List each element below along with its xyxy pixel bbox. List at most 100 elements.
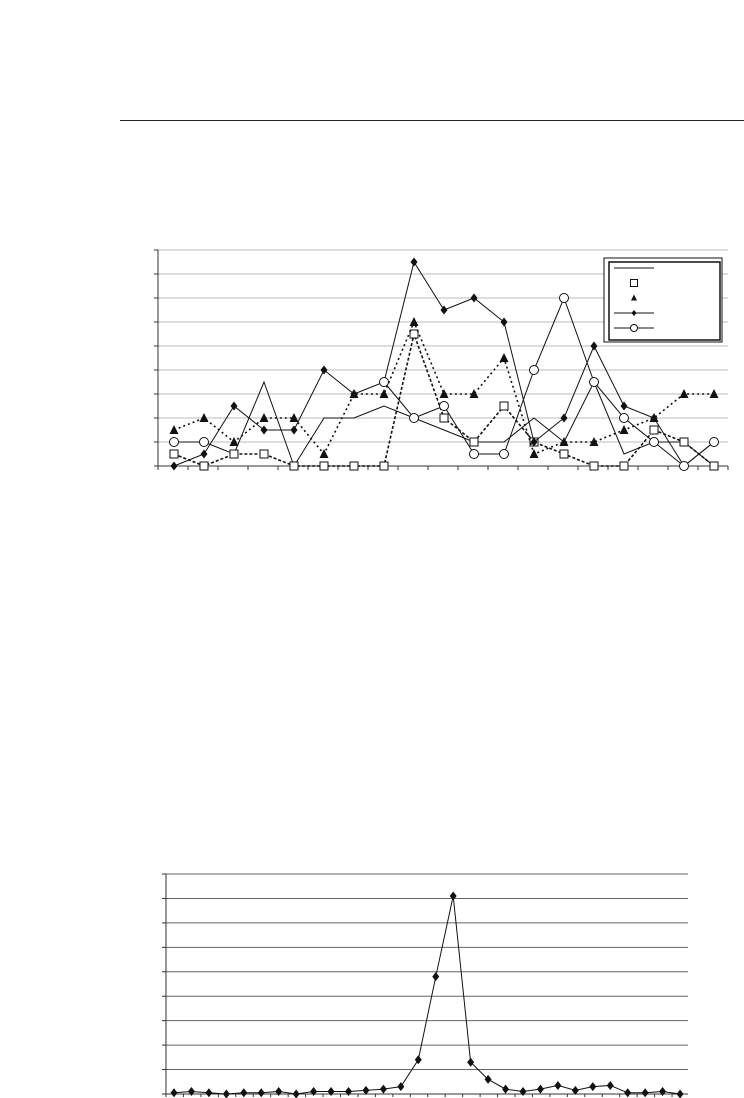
chart-1-series-3-point bbox=[259, 413, 269, 422]
chart-1-series-5-line bbox=[383, 296, 715, 467]
chart-1-series-4-point bbox=[620, 401, 628, 411]
chart-1-legend bbox=[603, 257, 723, 343]
chart-1-series-2-point bbox=[589, 461, 599, 471]
chart-1-series-2 bbox=[169, 329, 719, 471]
chart-1-series-4-point bbox=[200, 449, 208, 459]
chart-1-series-5-point bbox=[439, 401, 449, 411]
chart-1-series-5 bbox=[169, 293, 719, 471]
chart-1-series-3 bbox=[169, 317, 719, 458]
chart-1-series-5-point bbox=[559, 293, 569, 303]
chart-1-axes bbox=[154, 249, 729, 470]
chart-1-series-2-point bbox=[199, 461, 209, 471]
chart-1-legend-item-2 bbox=[614, 279, 654, 287]
chart-1-series-5-point bbox=[619, 413, 629, 423]
chart-1-legend-item-3 bbox=[614, 294, 654, 301]
chart-1-series-2-point bbox=[319, 461, 329, 471]
chart-2-series-1-point bbox=[222, 1089, 230, 1098]
chart-1-legend-item-4 bbox=[614, 310, 654, 316]
chart-1-legend-marker bbox=[630, 324, 638, 332]
chart-1-series-3-point bbox=[409, 317, 419, 326]
chart-1-series-2-point bbox=[349, 461, 359, 471]
chart-1-series-1 bbox=[174, 380, 715, 468]
chart-2-series-1-point bbox=[310, 1087, 318, 1097]
chart-1-series-3-point bbox=[559, 437, 569, 446]
chart-2-series-1-point bbox=[536, 1084, 544, 1094]
chart-1-series-2-point bbox=[649, 425, 659, 435]
chart-2-series-1-point bbox=[275, 1087, 283, 1097]
chart-1-series-3-point bbox=[319, 449, 329, 458]
chart-1-legend-inner-frame bbox=[608, 261, 721, 341]
chart-1-series-2-point bbox=[289, 461, 299, 471]
top-rule bbox=[120, 120, 744, 121]
chart-1-series-5-point bbox=[709, 437, 719, 447]
chart-1-series-4-point bbox=[650, 413, 658, 423]
chart-1-series-4-point bbox=[320, 365, 328, 375]
chart-2-series-1-point bbox=[659, 1087, 667, 1097]
chart-2-series-1-point bbox=[414, 1055, 422, 1065]
chart-1-series-5-point bbox=[199, 437, 209, 447]
chart-1-series-4-point bbox=[560, 413, 568, 423]
chart-1-series-2-point bbox=[619, 461, 629, 471]
chart-1-series-3-point bbox=[619, 425, 629, 434]
chart-1-series-2-point bbox=[679, 437, 689, 447]
chart-2-series-1-point bbox=[571, 1085, 579, 1095]
chart-1-series-3-point bbox=[439, 389, 449, 398]
chart-1-series-1-line bbox=[174, 380, 715, 468]
chart-1-series-2-point bbox=[709, 461, 719, 471]
chart-1-series-2-point bbox=[229, 449, 239, 459]
chart-1-series-5-point bbox=[529, 365, 539, 375]
chart-1-series-4-point bbox=[260, 425, 268, 435]
chart-1-series-3-point bbox=[289, 413, 299, 422]
chart-1-series-5-point bbox=[169, 437, 179, 447]
chart-2-series-1-point bbox=[606, 1080, 614, 1090]
chart-1-series-4-point bbox=[440, 305, 448, 315]
chart-1-series-4-point bbox=[410, 257, 418, 267]
chart-1-series-2-point bbox=[499, 401, 509, 411]
chart-1-series-3-point bbox=[199, 413, 209, 422]
chart-2-series-1-point bbox=[589, 1082, 597, 1092]
chart-1-series-3-point bbox=[709, 389, 719, 398]
chart-1-legend-marker bbox=[631, 310, 637, 316]
chart-1-series-2-point bbox=[469, 437, 479, 447]
chart-2-series-1-point bbox=[676, 1089, 684, 1098]
chart-1-series-4-point bbox=[230, 401, 238, 411]
chart-2-series-1-point bbox=[641, 1088, 649, 1098]
chart-1-line-chart bbox=[154, 249, 729, 471]
chart-2-series-1-point bbox=[397, 1082, 405, 1092]
chart-2-series-1-point bbox=[432, 972, 440, 982]
chart-1-series-3-point bbox=[379, 389, 389, 398]
chart-1-series-3-point bbox=[469, 389, 479, 398]
chart-1-series-4-point bbox=[530, 437, 538, 447]
chart-1-series-4-point bbox=[170, 461, 178, 471]
chart-1-series-2-point bbox=[169, 449, 179, 459]
chart-1-series-5-point bbox=[409, 413, 419, 423]
chart-2-series-1-point bbox=[362, 1085, 370, 1095]
chart-1-series-3-point bbox=[529, 449, 539, 458]
chart-1-legend-marker bbox=[631, 294, 637, 301]
chart-1-series-4-point bbox=[350, 389, 358, 399]
chart-1-series-3-point bbox=[499, 353, 509, 362]
chart-1-series-5-point bbox=[469, 449, 479, 459]
chart-1-series-5-point bbox=[649, 437, 659, 447]
chart-1-series-3-point bbox=[229, 437, 239, 446]
chart-1-series-3-point bbox=[589, 437, 599, 446]
chart-2-series-1-point bbox=[345, 1087, 352, 1097]
chart-1-series-4-point bbox=[590, 341, 598, 351]
chart-1-series-2-point bbox=[559, 449, 569, 459]
chart-2-series-1-point bbox=[519, 1087, 527, 1097]
chart-2-series-1-point bbox=[240, 1088, 248, 1098]
chart-2-series-1-point bbox=[292, 1089, 300, 1098]
chart-1-series-4-point bbox=[500, 317, 508, 327]
chart-2-series-1-point bbox=[257, 1088, 265, 1098]
chart-1-series-2-point bbox=[439, 413, 449, 423]
chart-2-series-1-line bbox=[173, 895, 681, 1095]
chart-1-series-3-point bbox=[169, 425, 179, 434]
chart-2-axes bbox=[162, 873, 688, 1097]
chart-2-series-1-point bbox=[484, 1074, 492, 1084]
chart-2-series-1 bbox=[170, 891, 684, 1098]
chart-2-gridlines bbox=[166, 873, 688, 1071]
chart-2-series-1-point bbox=[205, 1088, 213, 1098]
chart-2-series-1-point bbox=[449, 891, 457, 901]
chart-1-series-4-point bbox=[470, 293, 478, 303]
